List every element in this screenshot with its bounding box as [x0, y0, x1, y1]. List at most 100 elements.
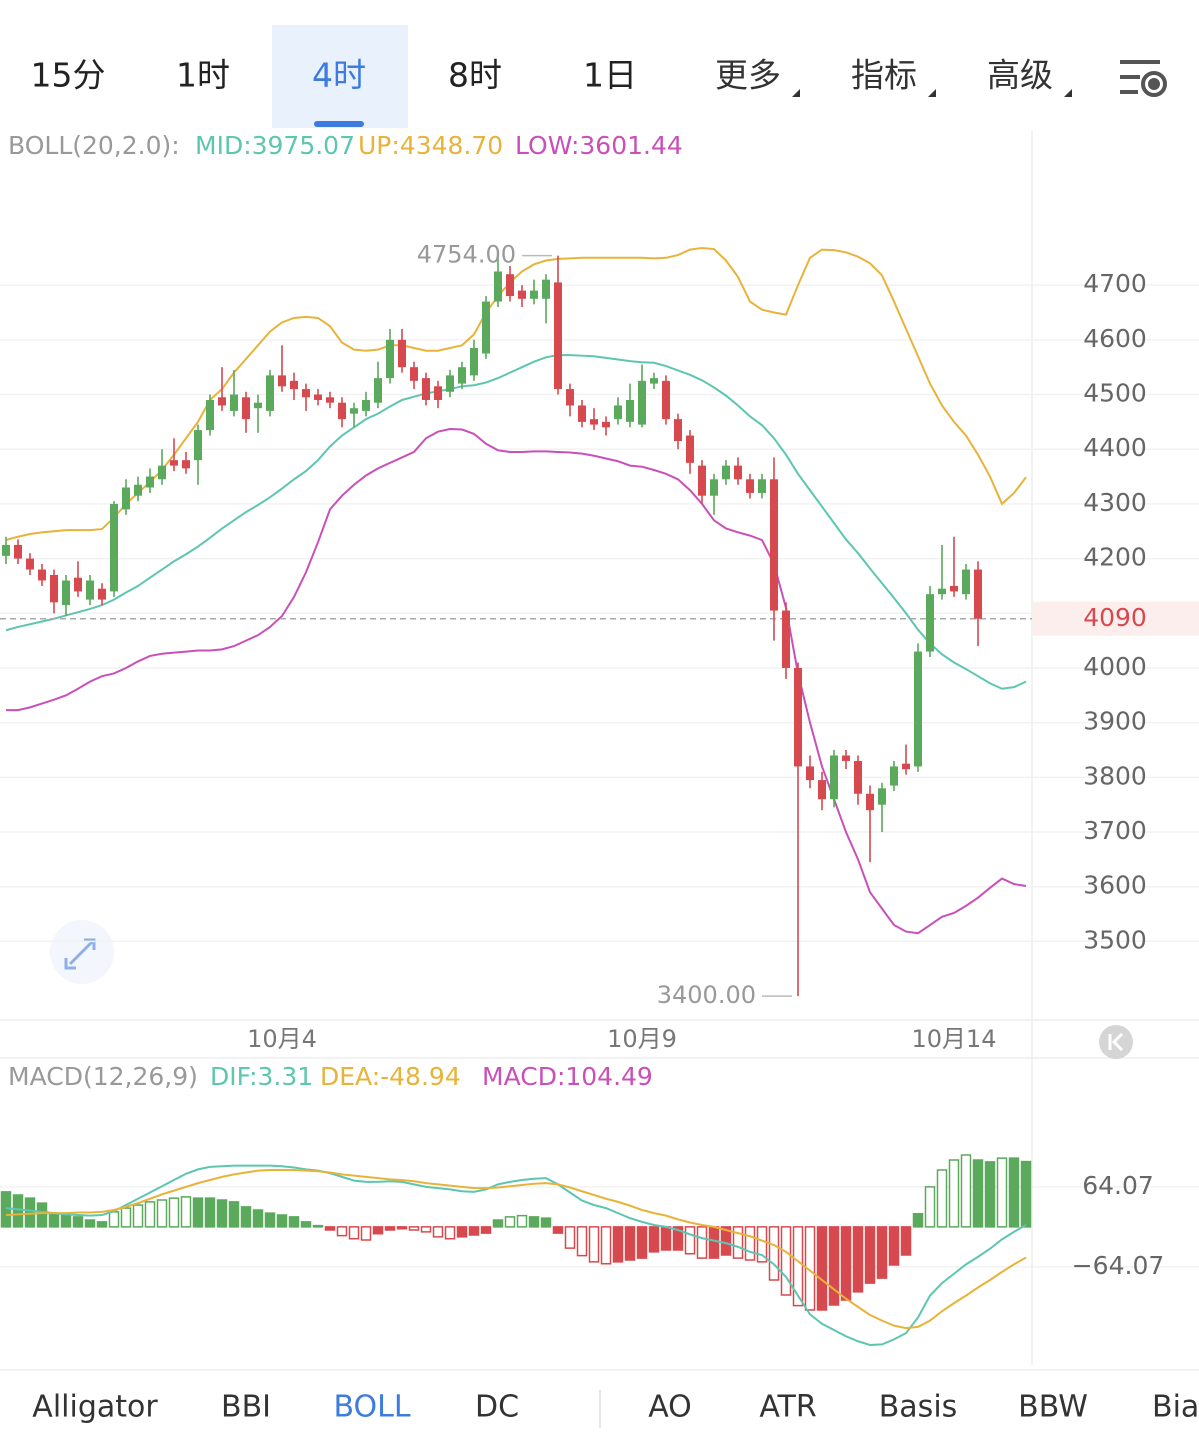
indicator-tab[interactable]: Basis: [879, 1390, 958, 1425]
candle-body: [314, 394, 322, 400]
candle-body: [554, 282, 562, 390]
candle-body: [782, 610, 790, 668]
dropdown-caret: [1064, 89, 1072, 97]
boll-line: [5, 246, 1027, 541]
macd-bar: [828, 1226, 840, 1306]
candle-body: [26, 558, 34, 570]
scroll-latest-button[interactable]: [1099, 1025, 1133, 1059]
candle-body: [770, 479, 778, 611]
candle-body: [458, 367, 466, 384]
macd-bar: [468, 1226, 480, 1236]
macd-bar: [168, 1197, 180, 1228]
timeframe-tab[interactable]: 15分: [31, 56, 106, 95]
menu-tab[interactable]: 指标: [851, 56, 917, 95]
candle-body: [302, 389, 310, 398]
macd-bar: [360, 1226, 372, 1241]
timeframe-tab[interactable]: 1时: [176, 56, 230, 95]
macd-bar: [24, 1197, 36, 1228]
macd-line: [5, 1164, 1027, 1347]
x-tick-label: 10月9: [607, 1025, 677, 1053]
indicator-tab[interactable]: ATR: [759, 1390, 816, 1425]
settings-icon[interactable]: [1120, 60, 1167, 97]
macd-bar: [48, 1212, 60, 1228]
candle-body: [62, 580, 70, 606]
candle-body: [362, 399, 370, 411]
menu-tab[interactable]: 高级: [987, 56, 1053, 95]
macd-bar: [372, 1226, 384, 1235]
macd-bar: [804, 1226, 816, 1311]
macd-bar: [612, 1226, 624, 1263]
macd-bar: [144, 1201, 156, 1228]
macd-bar: [660, 1226, 672, 1251]
macd-bar: [984, 1161, 996, 1228]
timeframe-tab[interactable]: 8时: [448, 56, 502, 95]
macd-bar: [240, 1206, 252, 1228]
candle-body: [86, 580, 94, 600]
y-tick-label: 4700: [1083, 269, 1147, 298]
timeframe-tab[interactable]: 1日: [583, 56, 637, 95]
candle-body: [674, 419, 682, 442]
y-tick-label: 3500: [1083, 925, 1147, 954]
macd-bar: [72, 1216, 84, 1228]
macd-bar: [564, 1226, 576, 1249]
candle-body: [746, 479, 754, 493]
candle-body: [542, 279, 550, 299]
candle-body: [122, 487, 130, 510]
macd-bar: [444, 1226, 456, 1240]
candle-body: [98, 588, 106, 600]
candle-body: [602, 421, 610, 428]
candle-body: [902, 763, 910, 770]
legend-entry: DEA:-48.94: [320, 1062, 461, 1091]
expand-button[interactable]: [50, 920, 114, 984]
candle-body: [158, 465, 166, 480]
macd-bar: [684, 1226, 696, 1255]
candle-body: [494, 271, 502, 302]
macd-bar: [132, 1204, 144, 1228]
candle-body: [410, 367, 418, 381]
candle-body: [626, 399, 634, 422]
macd-line: [5, 1169, 1027, 1330]
indicator-tab[interactable]: AO: [648, 1390, 692, 1425]
macd-bar: [900, 1226, 912, 1256]
boll-line: [6, 427, 1027, 935]
candle-body: [890, 766, 898, 786]
dropdown-caret: [792, 89, 800, 97]
macd-bar: [708, 1226, 720, 1259]
macd-bar: [972, 1159, 984, 1228]
candle-body: [710, 479, 718, 496]
macd-bar: [348, 1226, 360, 1240]
indicator-tab[interactable]: BBI: [221, 1390, 271, 1425]
legend-entry: MACD:104.49: [482, 1062, 653, 1091]
candle-body: [254, 402, 262, 409]
legend-entry: LOW:3601.44: [515, 131, 683, 160]
candle-body: [398, 339, 406, 368]
indicator-tab[interactable]: BOLL: [333, 1390, 410, 1425]
candle-body: [242, 397, 250, 420]
macd-bar: [216, 1199, 228, 1228]
candle-body: [914, 651, 922, 767]
macd-bar: [384, 1226, 396, 1231]
macd-bar: [12, 1194, 24, 1228]
candle-body: [950, 585, 958, 592]
menu-tab[interactable]: 更多: [715, 56, 781, 95]
macd-bar: [888, 1226, 900, 1266]
indicator-tab[interactable]: Bias: [1152, 1390, 1199, 1425]
y-tick-label: 3800: [1083, 761, 1147, 790]
indicator-tab[interactable]: DC: [475, 1390, 519, 1425]
indicator-tab[interactable]: BBW: [1018, 1390, 1088, 1425]
candle-body: [194, 430, 202, 461]
extreme-label: 3400.00: [657, 981, 756, 1009]
macd-bar: [492, 1219, 504, 1228]
macd-bar: [816, 1226, 828, 1311]
y-tick-label: 64.07: [1082, 1171, 1154, 1200]
y-tick-label: 4300: [1083, 488, 1147, 517]
candle-body: [206, 399, 214, 431]
macd-bar: [876, 1226, 888, 1279]
candle-body: [134, 484, 142, 496]
timeframe-tab[interactable]: 4时: [312, 56, 366, 95]
y-tick-label: 3600: [1083, 871, 1147, 900]
indicator-tab[interactable]: Alligator: [32, 1390, 158, 1425]
y-tick-label: 4200: [1083, 543, 1147, 572]
y-tick-label: 4600: [1083, 324, 1147, 353]
